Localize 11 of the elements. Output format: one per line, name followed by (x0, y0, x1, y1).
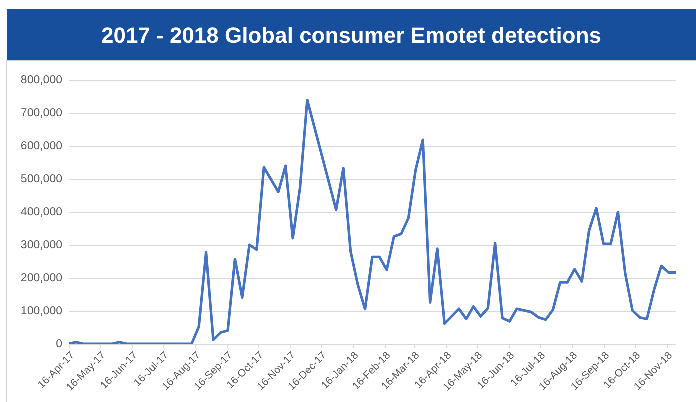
y-tick-label: 400,000 (20, 206, 62, 218)
y-tick-label: 300,000 (20, 240, 62, 252)
chart-title: 2017 - 2018 Global consumer Emotet detections (100, 22, 603, 50)
y-tick-label: 0 (56, 338, 62, 350)
y-tick-label: 200,000 (20, 272, 62, 284)
line-series (69, 98, 676, 344)
y-tick-label: 500,000 (20, 174, 62, 186)
y-tick-label: 700,000 (20, 108, 62, 120)
y-tick-label: 600,000 (20, 140, 62, 152)
y-tick-label: 800,000 (20, 74, 62, 86)
y-tick-label: 100,000 (20, 306, 62, 318)
